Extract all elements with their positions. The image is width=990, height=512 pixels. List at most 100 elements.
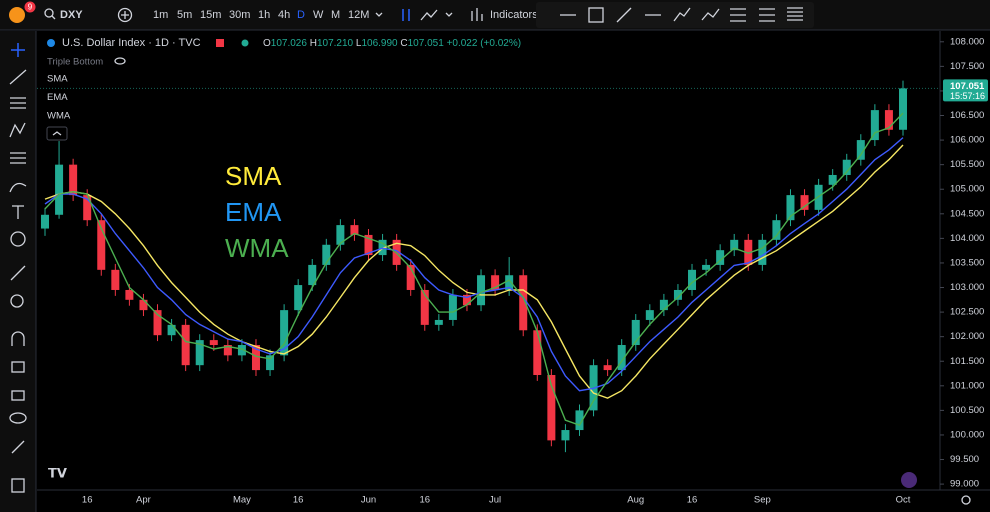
pattern[interactable] (9, 122, 26, 138)
forecast[interactable] (10, 152, 26, 164)
y-tick-label: 103.500 (950, 257, 984, 268)
hide-icon[interactable] (114, 57, 126, 65)
timeframe-active[interactable]: D (297, 9, 305, 21)
y-tick-label: 101.500 (950, 356, 984, 367)
dropdown[interactable] (445, 12, 453, 17)
tool[interactable] (588, 7, 604, 23)
tool[interactable] (673, 7, 691, 22)
candle-body (659, 299, 668, 311)
flag[interactable] (216, 39, 224, 47)
candle-type[interactable] (402, 9, 410, 21)
candle-body (786, 195, 795, 221)
ohlc-value: 107.026 (271, 38, 308, 49)
x-tick-label: 16 (687, 495, 698, 506)
tool[interactable] (759, 8, 775, 22)
last-price-tag (943, 79, 988, 102)
lock[interactable] (11, 390, 25, 401)
ruler[interactable] (10, 265, 26, 281)
brush[interactable] (9, 182, 27, 193)
candle-body (308, 264, 317, 286)
x-tick-label: 16 (293, 495, 304, 506)
ma-line (44, 137, 904, 392)
legend-entry: WMA (47, 111, 71, 122)
chart-title: U.S. Dollar Index · 1D · TVC (62, 37, 201, 49)
candle-body (209, 340, 218, 346)
candle-body (406, 264, 415, 290)
emoji[interactable] (10, 231, 26, 247)
timeframe[interactable]: 12M (348, 9, 369, 21)
candle-body (828, 174, 837, 185)
candle-body (223, 345, 232, 356)
badge (24, 1, 36, 13)
indicators[interactable]: Indicators (490, 9, 538, 21)
timeframe[interactable]: W (313, 9, 324, 21)
candle-body (434, 319, 443, 325)
y-tick-label: 106.500 (950, 110, 984, 121)
plot (37, 80, 940, 453)
tool[interactable] (701, 8, 720, 21)
search-icon[interactable] (44, 8, 54, 18)
magnet[interactable] (11, 331, 25, 346)
timeframe[interactable]: 1h (258, 9, 270, 21)
avatar[interactable] (9, 7, 25, 23)
candle-body (167, 324, 176, 336)
timeframe[interactable]: 30m (229, 9, 250, 21)
symbol[interactable]: DXY (60, 9, 83, 21)
search-icon (51, 15, 56, 20)
zoom[interactable] (10, 294, 24, 308)
candle-body (519, 275, 528, 331)
top-toolbar (0, 0, 990, 30)
timeframe[interactable]: M (331, 9, 340, 21)
candle-body (631, 319, 640, 346)
ohlc-label: O (263, 38, 271, 49)
annotation: WMA (225, 233, 289, 263)
visibility[interactable] (9, 412, 27, 424)
ohlc-label: H (310, 38, 317, 49)
badge-count: 9 (28, 3, 33, 12)
text-tool[interactable] (12, 205, 24, 219)
candle-body (280, 310, 289, 356)
y-tick-label: 101.000 (950, 380, 984, 391)
candle-body (505, 275, 514, 290)
fib[interactable] (10, 97, 26, 109)
y-tick-label: 99.000 (950, 479, 979, 490)
candle-body (645, 310, 654, 320)
crosshair[interactable] (11, 43, 25, 57)
ohlc-value: 106.990 (361, 38, 398, 49)
candle-body (83, 195, 92, 221)
trend-line[interactable] (9, 69, 27, 85)
timeframe[interactable]: 1m (153, 9, 168, 21)
ohlc-value: 107.210 (317, 38, 354, 49)
drawing-tools (560, 7, 803, 23)
annotation: EMA (225, 197, 282, 227)
trash[interactable] (11, 478, 25, 493)
timeframe[interactable]: 4h (278, 9, 290, 21)
candle-body (673, 289, 682, 300)
candle-body (55, 164, 64, 215)
candle-body (856, 140, 865, 160)
ohlc-label: C (400, 38, 407, 49)
dropdown[interactable] (375, 12, 383, 17)
settings[interactable] (961, 495, 971, 505)
timeframe[interactable]: 15m (200, 9, 221, 21)
indicators-icon[interactable] (471, 8, 483, 21)
candle-body (547, 375, 556, 441)
candle-body (603, 365, 612, 371)
tool[interactable] (787, 7, 803, 21)
collapse[interactable] (46, 126, 68, 141)
add-symbol[interactable] (117, 7, 133, 23)
candle-body (420, 289, 429, 325)
line-type[interactable] (420, 9, 438, 21)
tool[interactable] (616, 7, 632, 23)
assistant[interactable] (901, 472, 917, 488)
countdown: 15:57:16 (950, 91, 985, 101)
candle-body (462, 294, 471, 306)
x-tick-label: Jun (361, 495, 376, 506)
ohlc-label: L (356, 38, 362, 49)
lock-draw[interactable] (11, 361, 25, 373)
timeframe[interactable]: 5m (177, 9, 192, 21)
x-tick-label: Jul (489, 495, 501, 506)
tool[interactable] (730, 8, 746, 22)
candle-body (111, 269, 120, 290)
link[interactable] (11, 440, 25, 454)
